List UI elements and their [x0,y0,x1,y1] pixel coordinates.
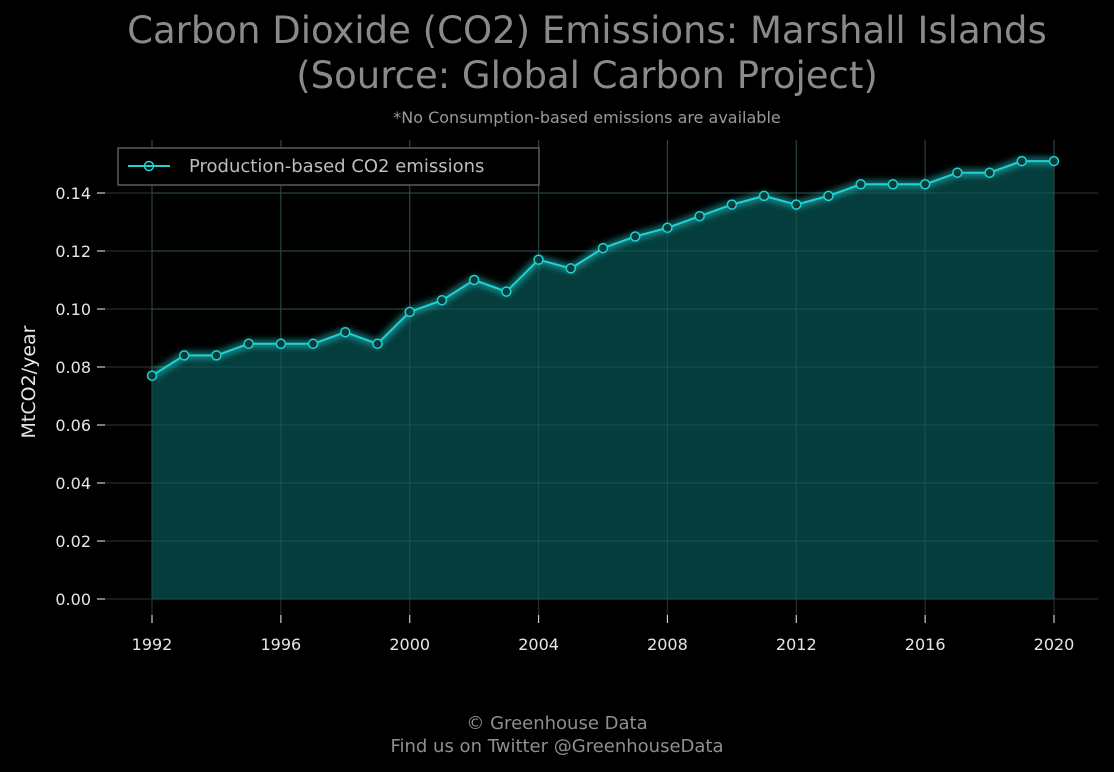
y-tick-label: 0.12 [55,242,91,261]
data-point [565,263,577,274]
y-axis-label: MtCO2/year [18,325,40,438]
y-tick-label: 0.08 [55,358,91,377]
series-area [151,140,1055,600]
y-tick-label: 0.06 [55,416,91,435]
data-point [468,274,480,286]
data-point [436,295,448,306]
data-point [372,338,383,350]
y-tick-label: 0.14 [55,184,91,203]
y-tick-label: 0.02 [55,532,91,551]
data-point [629,231,641,242]
x-tick-label: 2012 [776,635,817,654]
y-tick-label: 0.10 [55,300,91,319]
chart-title: Carbon Dioxide (CO2) Emissions: Marshall… [60,8,1114,98]
data-point [275,338,287,350]
data-point [791,199,802,210]
legend-marker-swatch [143,160,155,172]
chart-title-line-1: Carbon Dioxide (CO2) Emissions: Marshall… [127,9,1047,52]
data-point [952,167,963,178]
data-point [823,190,834,202]
data-point [919,179,931,190]
data-point [662,222,673,234]
y-tick-label: 0.00 [55,590,91,609]
x-tick-label: 1992 [132,635,173,654]
data-point [694,210,705,222]
data-point [984,167,995,178]
chart-subtitle: *No Consumption-based emissions are avai… [393,108,781,127]
x-tick-label: 2008 [647,635,688,654]
data-point [243,338,254,350]
data-point [1016,155,1028,167]
footer: © Greenhouse Data Find us on Twitter @Gr… [0,712,1114,758]
x-tick-label: 1996 [260,635,301,654]
chart-title-line-2: (Source: Global Carbon Project) [296,54,878,97]
footer-twitter: Find us on Twitter @GreenhouseData [390,736,724,757]
data-point [887,179,899,190]
data-point [211,350,222,361]
data-point [178,350,190,361]
data-point [307,338,319,350]
data-point [340,326,351,338]
footer-copyright: © Greenhouse Data [466,713,648,734]
data-point [855,179,866,190]
legend: Production-based CO2 emissions [117,147,540,186]
x-tick-label: 2020 [1034,635,1075,654]
y-tick-label: 0.04 [55,474,91,493]
axes: 0.00 0.02 0.04 0.06 0.08 0.10 0.12 0.14 1992 1996… [55,184,1074,654]
x-tick-label: 2004 [518,635,559,654]
data-point [1048,155,1060,167]
series-line [146,155,1060,381]
legend-box [117,147,540,186]
data-point [758,190,770,202]
x-tick-label: 2016 [905,635,946,654]
series-area-fill [152,161,1054,599]
legend-label: Production-based CO2 emissions [189,156,484,177]
data-point [726,199,738,210]
data-point [146,370,158,381]
chart-area: 0.00 0.02 0.04 0.06 0.08 0.10 0.12 0.14 1992 1996… [18,140,1098,654]
x-tick-label: 2000 [389,635,430,654]
data-point [597,242,609,254]
data-point [404,306,415,318]
data-point [501,286,512,297]
data-point [533,254,544,265]
